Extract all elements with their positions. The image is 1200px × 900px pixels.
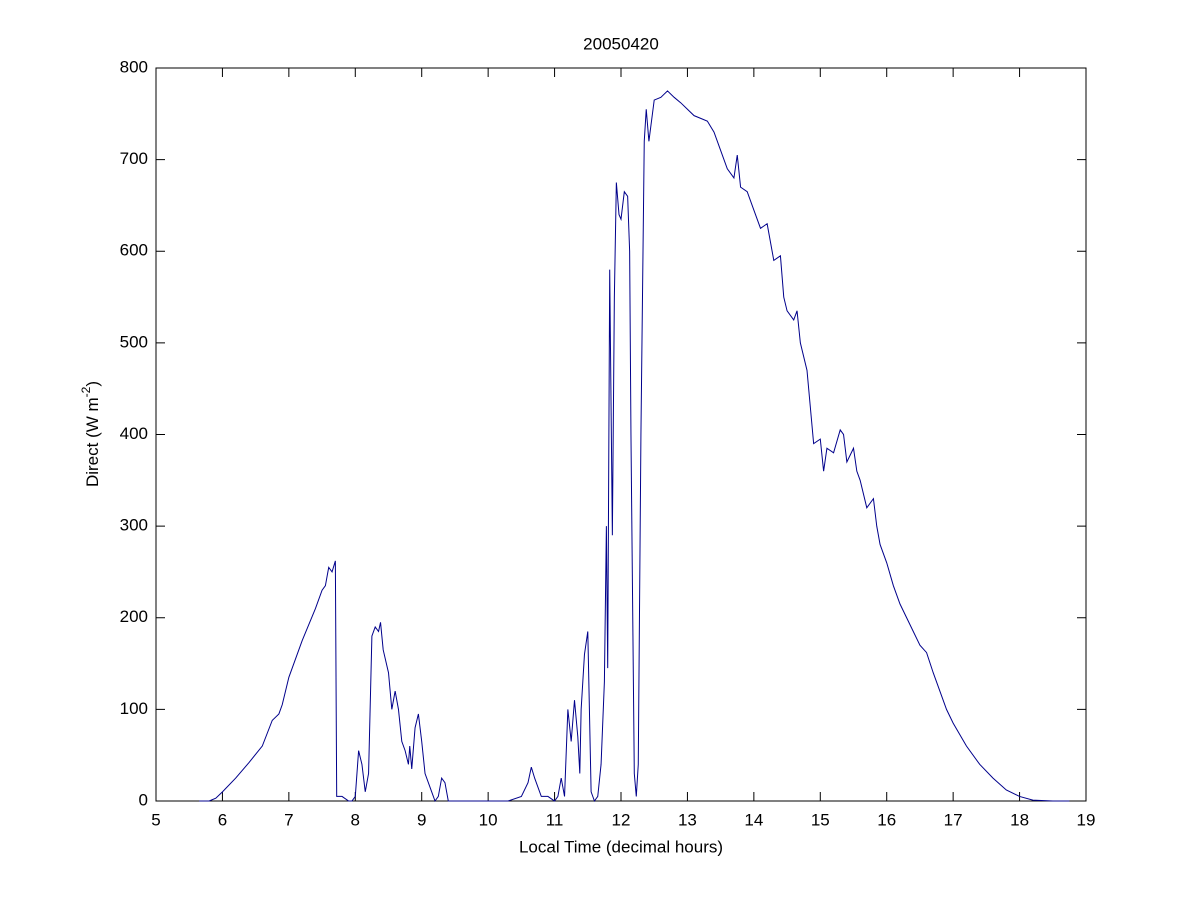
y-tick-label: 0 [139,790,148,809]
chart-title: 20050420 [583,34,659,53]
y-tick-label: 100 [120,699,148,718]
x-tick-label: 11 [546,810,564,829]
x-tick-label: 16 [877,810,896,829]
x-tick-label: 8 [351,810,360,829]
x-axis-label: Local Time (decimal hours) [519,837,723,856]
y-axis-label-part: Direct (W m [83,397,102,487]
y-tick-label: 600 [120,241,148,260]
x-tick-label: 14 [744,810,763,829]
x-tick-label: 5 [151,810,160,829]
data-line [199,90,1070,803]
y-tick-label: 500 [120,332,148,351]
y-tick-label: 800 [120,57,148,76]
y-axis-label: Direct (W m-2) [79,381,102,487]
y-tick-label: 300 [120,516,148,535]
x-tick-label: 15 [811,810,830,829]
y-axis-label-part: -2 [79,386,93,397]
y-tick-label: 700 [120,149,148,168]
x-tick-label: 10 [479,810,498,829]
y-axis-label-part: ) [83,381,102,387]
x-tick-label: 9 [417,810,426,829]
x-tick-label: 13 [678,810,697,829]
x-tick-label: 17 [944,810,963,829]
x-tick-label: 18 [1010,810,1029,829]
x-tick-label: 12 [612,810,631,829]
x-tick-label: 19 [1077,810,1096,829]
x-tick-label: 6 [218,810,227,829]
y-tick-label: 400 [120,424,148,443]
y-tick-label: 200 [120,607,148,626]
x-tick-label: 7 [284,810,293,829]
